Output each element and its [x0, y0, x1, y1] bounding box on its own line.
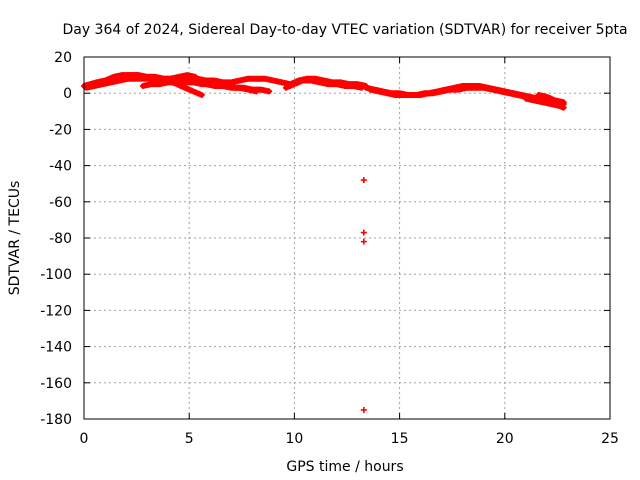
outlier-point: [360, 177, 367, 184]
x-axis-label: GPS time / hours: [286, 459, 403, 475]
outlier-point: [360, 406, 367, 413]
y-tick-label: -180: [40, 412, 72, 428]
data-point: [560, 99, 567, 106]
y-tick-label: -80: [49, 231, 72, 247]
data-point: [198, 92, 205, 99]
x-tick-label: 0: [80, 431, 89, 447]
outlier-point: [360, 229, 367, 236]
y-tick-label: -140: [40, 340, 72, 356]
y-tick-label: 20: [54, 50, 72, 66]
y-axis-label: SDTVAR / TECUs: [7, 181, 23, 296]
outlier-point: [360, 238, 367, 245]
x-tick-label: 15: [391, 431, 409, 447]
data-point: [266, 88, 273, 95]
y-tick-label: 0: [63, 86, 72, 102]
x-tick-label: 5: [185, 431, 194, 447]
data-point: [560, 104, 567, 111]
axis-ticks: 0 5 10 15 20 25 20 0 -20 -40 -60 -80 -100 -120 -140 -16…: [40, 50, 619, 447]
plot-frame: [83, 56, 611, 420]
x-tick-label: 20: [496, 431, 514, 447]
data-points: [81, 72, 567, 413]
y-tick-label: -60: [49, 195, 72, 211]
y-tick-label: -160: [40, 376, 72, 392]
y-tick-label: -40: [49, 159, 72, 175]
y-tick-label: -20: [49, 122, 72, 138]
x-tick-label: 25: [601, 431, 619, 447]
chart-title: Day 364 of 2024, Sidereal Day-to-day VTE…: [62, 22, 627, 38]
y-tick-label: -120: [40, 303, 72, 319]
grid-lines: [84, 57, 610, 419]
x-tick-label: 10: [285, 431, 303, 447]
y-tick-label: -100: [40, 267, 72, 283]
